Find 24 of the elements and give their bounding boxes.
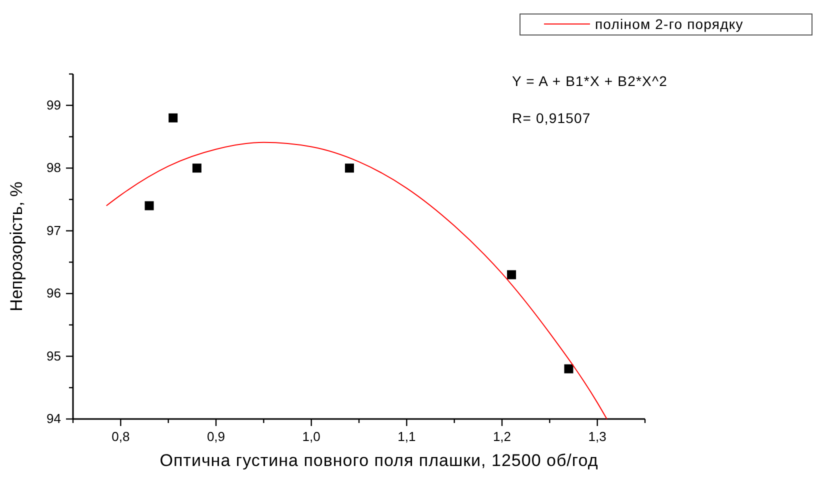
legend-label: поліном 2-го порядку bbox=[595, 16, 744, 32]
point bbox=[564, 364, 574, 374]
y-tick-label: 95 bbox=[46, 348, 61, 364]
annotation: R= 0,91507 bbox=[512, 110, 591, 126]
y-axis-title: Непрозорість, % bbox=[7, 182, 26, 312]
x-tick-label: 1,2 bbox=[492, 429, 512, 444]
x-tick-label: 0,9 bbox=[206, 429, 226, 444]
y-tick-label: 94 bbox=[46, 411, 61, 426]
point bbox=[168, 113, 178, 122]
x-tick-label: 1,1 bbox=[398, 429, 416, 444]
point bbox=[344, 164, 354, 173]
x-tick-label: 0,8 bbox=[112, 429, 130, 444]
x-tick-label: 1,3 bbox=[588, 429, 606, 444]
point bbox=[144, 201, 154, 210]
y-tick-label: 98 bbox=[46, 160, 61, 176]
point bbox=[507, 270, 516, 280]
y-tick-label: 96 bbox=[46, 286, 61, 301]
y-tick-label: 99 bbox=[46, 97, 61, 112]
annotation: Y = A + B1*X + B2*X^2 bbox=[512, 73, 668, 89]
x-axis-title: Оптична густина повного поля плашки, 12500 об/год bbox=[160, 451, 598, 470]
x-tick-label: 1,0 bbox=[302, 429, 320, 444]
point bbox=[192, 164, 202, 173]
line-series bbox=[106, 142, 608, 420]
y-tick-label: 97 bbox=[46, 222, 61, 238]
